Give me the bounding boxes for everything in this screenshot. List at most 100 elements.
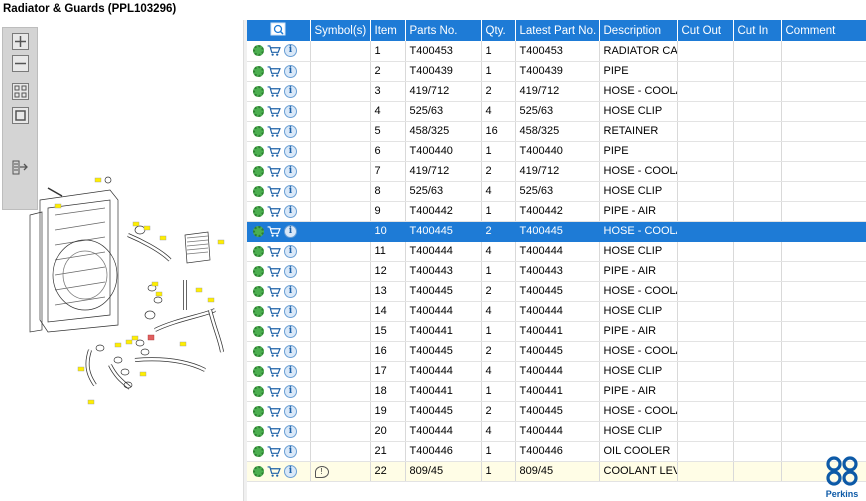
table-row[interactable]: i 20 T400444 4 T400444 HOSE CLIP <box>247 421 866 442</box>
cart-icon[interactable] <box>267 85 281 97</box>
cart-icon[interactable] <box>267 245 281 257</box>
info-icon[interactable]: i <box>284 244 297 258</box>
gear-icon[interactable] <box>253 465 264 477</box>
gear-icon[interactable] <box>253 305 264 317</box>
gear-icon[interactable] <box>253 185 264 197</box>
info-icon[interactable]: i <box>284 324 297 338</box>
gear-icon[interactable] <box>253 365 264 377</box>
info-icon[interactable]: i <box>284 144 297 158</box>
table-row[interactable]: i 21 T400446 1 T400446 OIL COOLER <box>247 441 866 462</box>
gear-icon[interactable] <box>253 65 264 77</box>
table-row[interactable]: i 15 T400441 1 T400441 PIPE - AIR <box>247 321 866 342</box>
gear-icon[interactable] <box>253 145 264 157</box>
cart-icon[interactable] <box>267 445 281 457</box>
column-header-qty[interactable]: Qty. <box>481 20 516 41</box>
cart-icon[interactable] <box>267 405 281 417</box>
column-header-cut-in[interactable]: Cut In <box>733 20 782 41</box>
info-icon[interactable]: i <box>284 384 297 398</box>
column-header-item[interactable]: Item <box>370 20 406 41</box>
cart-icon[interactable] <box>267 265 281 277</box>
gear-icon[interactable] <box>253 445 264 457</box>
info-icon[interactable]: i <box>284 464 297 478</box>
table-row[interactable]: i 2 T400439 1 T400439 PIPE <box>247 61 866 82</box>
table-row[interactable]: i 14 T400444 4 T400444 HOSE CLIP <box>247 301 866 322</box>
table-row[interactable]: i 16 T400445 2 T400445 HOSE - COOLA <box>247 341 866 362</box>
table-row[interactable]: i 17 T400444 4 T400444 HOSE CLIP <box>247 361 866 382</box>
info-icon[interactable]: i <box>284 344 297 358</box>
cart-icon[interactable] <box>267 205 281 217</box>
cart-icon[interactable] <box>267 285 281 297</box>
info-icon[interactable]: i <box>284 64 297 78</box>
gear-icon[interactable] <box>253 285 264 297</box>
gear-icon[interactable] <box>253 105 264 117</box>
table-row[interactable]: i 13 T400445 2 T400445 HOSE - COOLA <box>247 281 866 302</box>
gear-icon[interactable] <box>253 425 264 437</box>
table-row[interactable]: i! 22 809/45 1 809/45 COOLANT LEVI <box>247 461 866 482</box>
column-header-parts-no[interactable]: Parts No. <box>405 20 482 41</box>
gear-icon[interactable] <box>253 165 264 177</box>
table-row[interactable]: i 18 T400441 1 T400441 PIPE - AIR <box>247 381 866 402</box>
actual-size-button[interactable] <box>12 107 29 124</box>
cart-icon[interactable] <box>267 365 281 377</box>
cart-icon[interactable] <box>267 185 281 197</box>
table-row[interactable]: i 11 T400444 4 T400444 HOSE CLIP <box>247 241 866 262</box>
gear-icon[interactable] <box>253 85 264 97</box>
gear-icon[interactable] <box>253 385 264 397</box>
info-icon[interactable]: i <box>284 424 297 438</box>
gear-icon[interactable] <box>253 405 264 417</box>
table-row[interactable]: i 6 T400440 1 T400440 PIPE <box>247 141 866 162</box>
gear-icon[interactable] <box>253 245 264 257</box>
cart-icon[interactable] <box>267 305 281 317</box>
table-row[interactable]: i 1 T400453 1 T400453 RADIATOR CAF <box>247 41 866 62</box>
illustration-pane[interactable] <box>0 20 243 501</box>
column-header-latest-part-no[interactable]: Latest Part No. <box>515 20 600 41</box>
info-icon[interactable]: i <box>284 104 297 118</box>
gear-icon[interactable] <box>253 45 264 57</box>
gear-icon[interactable] <box>253 265 264 277</box>
cart-icon[interactable] <box>267 125 281 137</box>
gear-icon[interactable] <box>253 345 264 357</box>
info-icon[interactable]: i <box>284 364 297 378</box>
info-icon[interactable]: i <box>284 84 297 98</box>
cart-icon[interactable] <box>267 465 281 477</box>
table-row[interactable]: i 7 419/712 2 419/712 HOSE - COOLA <box>247 161 866 182</box>
info-icon[interactable]: i <box>284 404 297 418</box>
cart-icon[interactable] <box>267 105 281 117</box>
cart-icon[interactable] <box>267 385 281 397</box>
export-button[interactable] <box>12 159 29 176</box>
column-header-comment[interactable]: Comment <box>781 20 866 41</box>
gear-icon[interactable] <box>253 125 264 137</box>
table-row[interactable]: i 8 525/63 4 525/63 HOSE CLIP <box>247 181 866 202</box>
zoom-out-button[interactable] <box>12 55 29 72</box>
table-row[interactable]: i 5 458/325 16 458/325 RETAINER <box>247 121 866 142</box>
table-row[interactable]: i 10 T400445 2 T400445 HOSE - COOLA <box>247 221 866 242</box>
cart-icon[interactable] <box>267 65 281 77</box>
table-row[interactable]: i 4 525/63 4 525/63 HOSE CLIP <box>247 101 866 122</box>
cart-icon[interactable] <box>267 425 281 437</box>
info-icon[interactable]: i <box>284 264 297 278</box>
column-header-description[interactable]: Description <box>599 20 678 41</box>
cart-icon[interactable] <box>267 165 281 177</box>
column-header-cut-out[interactable]: Cut Out <box>677 20 734 41</box>
note-symbol-icon[interactable]: ! <box>314 465 329 478</box>
info-icon[interactable]: i <box>284 164 297 178</box>
cart-icon[interactable] <box>267 325 281 337</box>
table-row[interactable]: i 19 T400445 2 T400445 HOSE - COOLA <box>247 401 866 422</box>
gear-icon[interactable] <box>253 325 264 337</box>
info-icon[interactable]: i <box>284 444 297 458</box>
cart-icon[interactable] <box>267 345 281 357</box>
info-icon[interactable]: i <box>284 204 297 218</box>
exploded-parts-diagram[interactable] <box>0 160 243 420</box>
gear-icon[interactable] <box>253 225 264 237</box>
info-icon[interactable]: i <box>284 224 297 238</box>
info-icon[interactable]: i <box>284 184 297 198</box>
info-icon[interactable]: i <box>284 44 297 58</box>
table-row[interactable]: i 3 419/712 2 419/712 HOSE - COOLA <box>247 81 866 102</box>
column-header-symbols[interactable]: Symbol(s) <box>310 20 371 41</box>
info-icon[interactable]: i <box>284 304 297 318</box>
table-row[interactable]: i 9 T400442 1 T400442 PIPE - AIR <box>247 201 866 222</box>
cart-icon[interactable] <box>267 225 281 237</box>
gear-icon[interactable] <box>253 205 264 217</box>
fit-view-button[interactable] <box>12 83 29 100</box>
cart-icon[interactable] <box>267 45 281 56</box>
